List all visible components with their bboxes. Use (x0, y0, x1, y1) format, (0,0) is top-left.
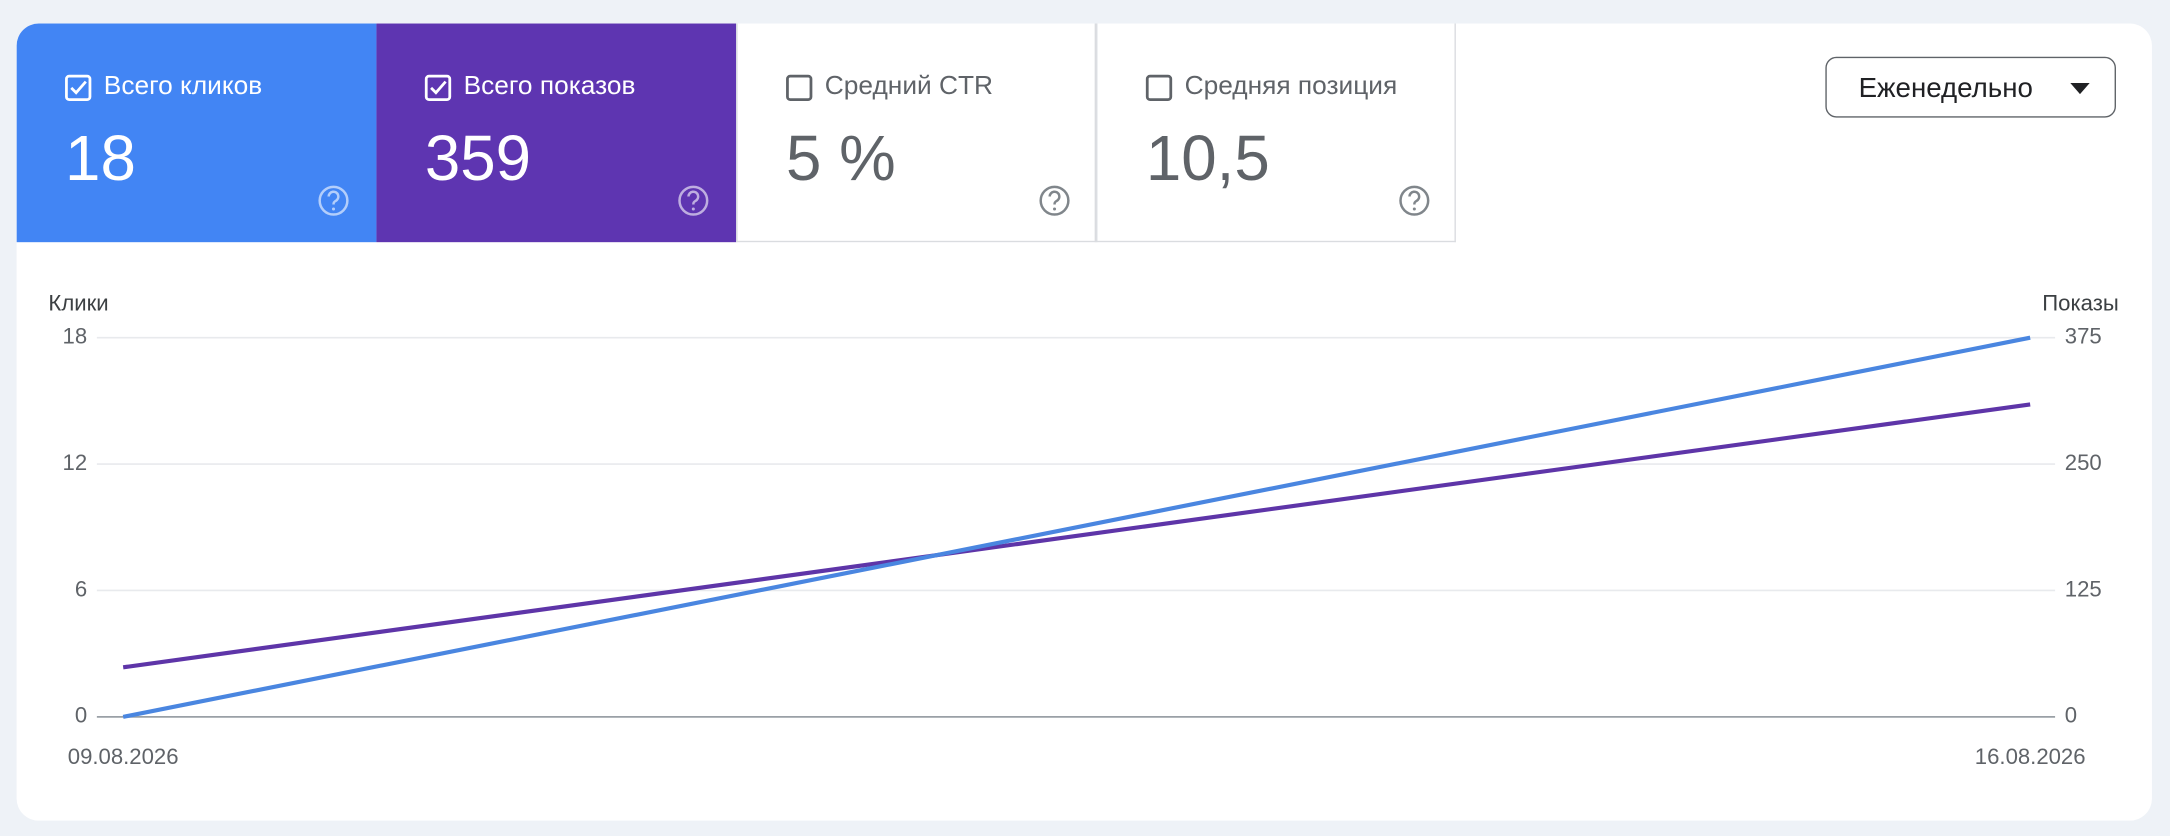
card-label: Всего кликов (103, 71, 263, 102)
card-icons (65, 74, 349, 216)
metric-card[interactable]: Средняя позиция 10,5 (1096, 23, 1456, 243)
help-icon (678, 185, 709, 216)
metric-card[interactable]: Всего показов 359 (376, 23, 737, 243)
y2-tick-label: 250 (2065, 450, 2102, 475)
y-tick-label: 6 (75, 576, 87, 601)
help-mark (1048, 190, 1061, 205)
dropdown-label: Еженедельно (1858, 73, 2033, 104)
metric-card[interactable]: Средний CTR 5 % (736, 23, 1097, 243)
help-dot (331, 207, 336, 211)
checkbox (424, 74, 452, 102)
card-icons (786, 74, 1070, 216)
help-icon (1399, 185, 1430, 216)
card-icons (1145, 74, 1430, 216)
y2-tick-label: 375 (2065, 324, 2102, 349)
y2-tick-label: 0 (2065, 703, 2077, 728)
card-value: 18 (65, 121, 136, 194)
performance-panel: Всего кликов 18 Всего показов 359 Средний CT… (16, 23, 2152, 821)
data-line (122, 335, 2031, 719)
x-tick-label: 09.08.2026 (68, 744, 179, 769)
checkbox (786, 74, 813, 102)
card-value: 5 % (786, 121, 896, 194)
card-value: 359 (424, 121, 532, 194)
checkmark (70, 80, 87, 95)
x-tick-label: 16.08.2026 (1975, 744, 2086, 769)
card-label: Всего показов (463, 71, 636, 102)
help-mark (687, 190, 700, 205)
checkbox (1145, 74, 1173, 102)
checkmark (430, 80, 447, 95)
y-tick-label: 0 (75, 703, 87, 728)
dropdown-arrow (2070, 83, 2090, 95)
card-icons (424, 74, 709, 216)
y-axis-title: Клики (48, 290, 108, 315)
period-dropdown[interactable]: Еженедельно (1825, 56, 2116, 118)
help-dot (691, 207, 695, 211)
help-icon (1039, 185, 1070, 216)
y2-tick-label: 125 (2065, 576, 2102, 601)
y-tick-label: 18 (63, 324, 88, 349)
data-line (122, 402, 2031, 670)
card-label: Средний CTR (824, 71, 994, 102)
card-label: Средняя позиция (1184, 71, 1398, 102)
card-value: 10,5 (1145, 121, 1270, 194)
y2-axis-title: Показы (2042, 290, 2118, 315)
help-mark (327, 190, 340, 205)
help-mark (1408, 190, 1421, 205)
metric-card[interactable]: Всего кликов 18 (16, 23, 377, 243)
help-icon (318, 185, 349, 216)
help-dot (1412, 207, 1416, 211)
checkbox (65, 74, 92, 102)
help-dot (1053, 207, 1057, 211)
chart: Клики Показы 0 6 12 18 0 125 250 375 09.08.2026 16.… (48, 290, 2118, 769)
y-tick-label: 12 (63, 450, 88, 475)
